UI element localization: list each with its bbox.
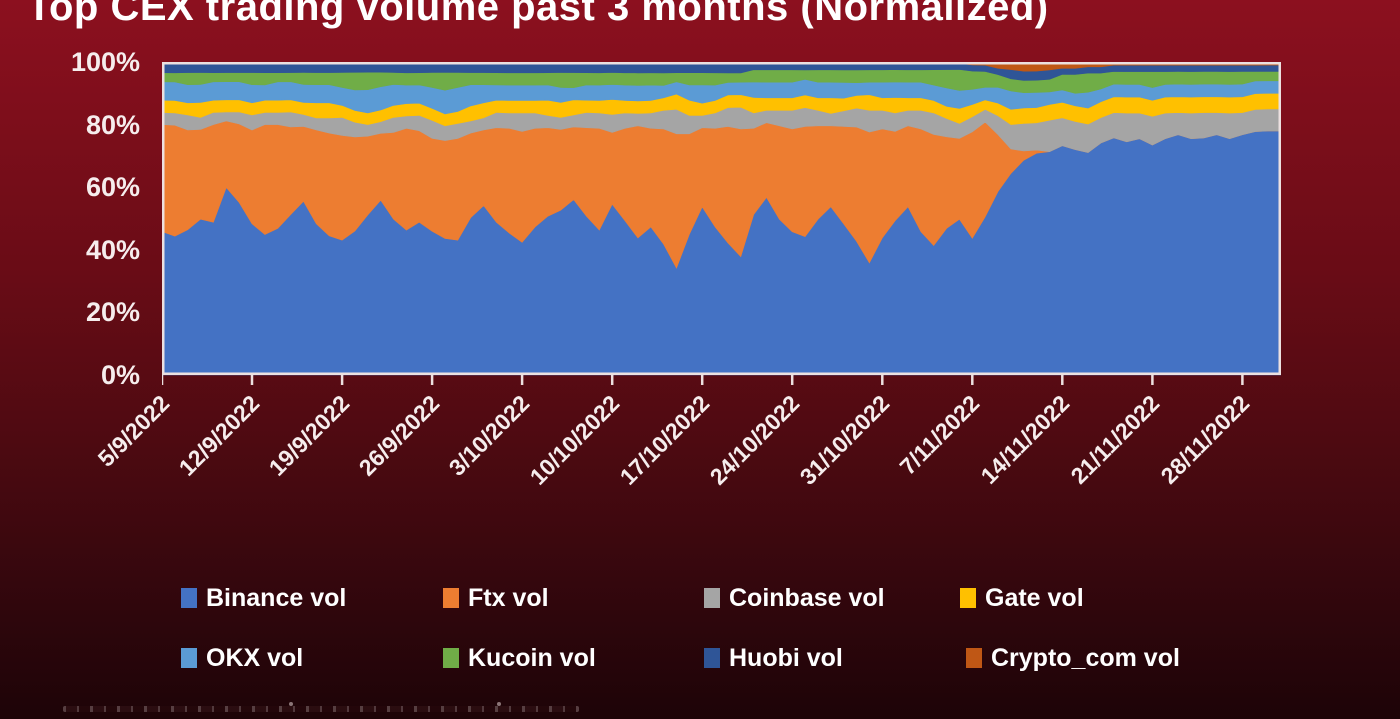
legend-item-gate-vol: Gate vol (960, 584, 1084, 612)
legend-item-okx-vol: OKX vol (181, 644, 303, 672)
legend-item-kucoin-vol: Kucoin vol (443, 644, 596, 672)
legend-item-crypto-com-vol: Crypto_com vol (966, 644, 1180, 672)
area-series-group (162, 62, 1281, 376)
legend-label: Gate vol (985, 584, 1084, 612)
page-title: Top CEX trading volume past 3 months (No… (27, 0, 1049, 29)
legend-swatch (966, 648, 982, 668)
legend-label: Binance vol (206, 584, 347, 612)
legend-swatch (443, 648, 459, 668)
legend-item-coinbase-vol: Coinbase vol (704, 584, 885, 612)
y-axis-label: 60% (85, 172, 140, 203)
y-axis-label: 100% (70, 47, 140, 77)
legend-swatch (960, 588, 976, 608)
legend-swatch (704, 588, 720, 608)
stacked-area-chart (162, 62, 1281, 385)
caption-letter-dot (289, 702, 293, 706)
legend-item-binance-vol: Binance vol (181, 584, 346, 612)
legend-swatch (443, 588, 459, 608)
caption-letter-dot (497, 702, 501, 706)
legend-swatch (181, 648, 197, 668)
y-axis-label: 20% (85, 297, 140, 328)
legend-label: Coinbase vol (729, 584, 885, 612)
legend-label: OKX vol (206, 644, 304, 672)
legend-label: Huobi vol (729, 644, 843, 672)
legend-label: Crypto_com vol (991, 644, 1180, 672)
legend-label: Ftx vol (468, 584, 549, 612)
cutoff-caption (63, 702, 579, 712)
legend-label: Kucoin vol (468, 644, 596, 672)
legend-item-ftx-vol: Ftx vol (443, 584, 549, 612)
plot-frame (162, 62, 1281, 375)
y-axis-label: 80% (85, 109, 140, 140)
legend-swatch (704, 648, 720, 668)
y-axis-label: 40% (85, 234, 140, 265)
legend-swatch (181, 588, 197, 608)
legend-item-huobi-vol: Huobi vol (704, 644, 843, 672)
y-axis-label: 0% (100, 360, 140, 390)
